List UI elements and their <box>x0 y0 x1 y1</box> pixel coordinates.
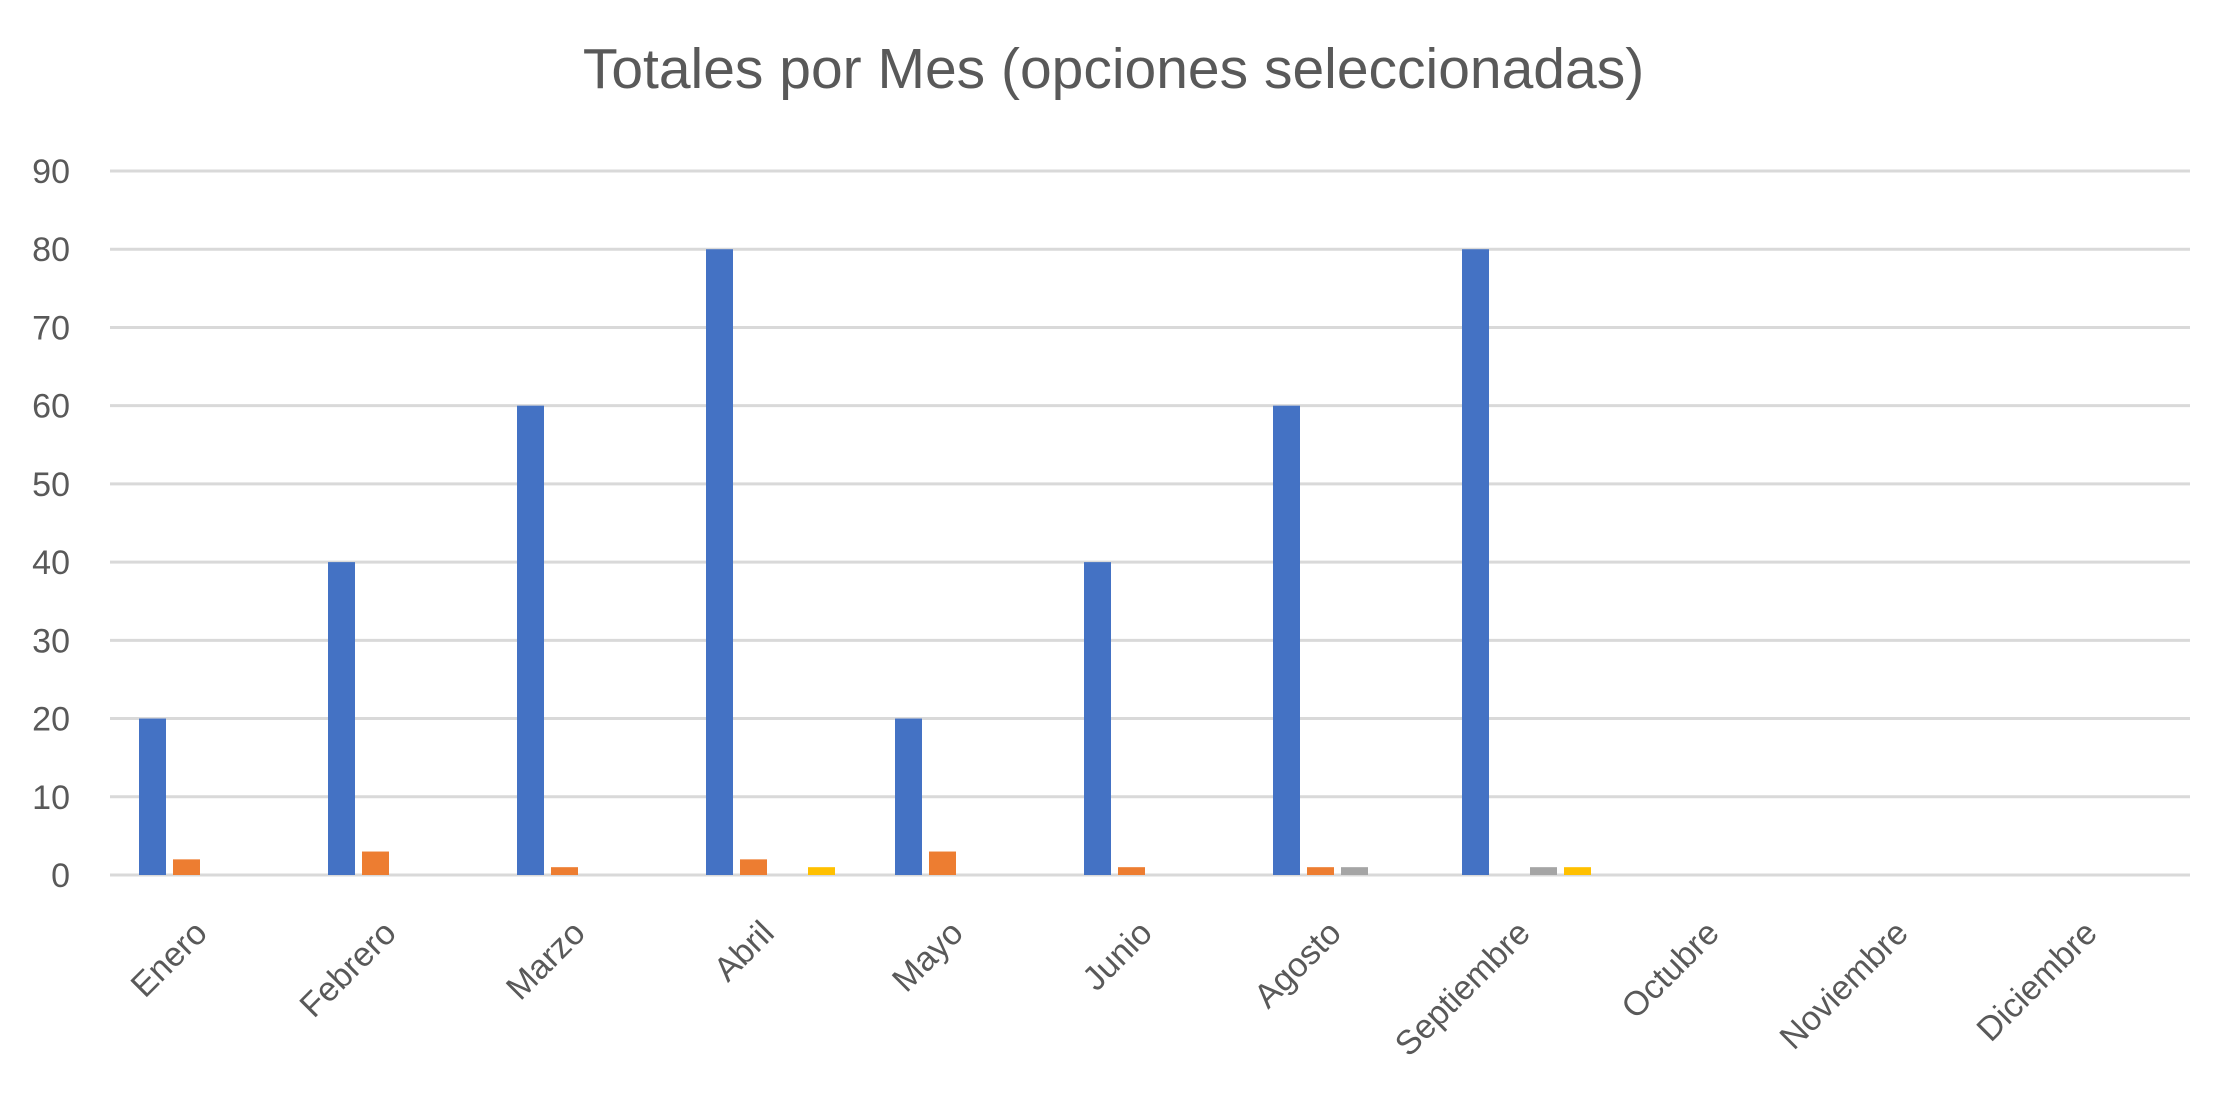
bar <box>1118 867 1145 875</box>
bar <box>1341 867 1368 875</box>
x-category-label: Noviembre <box>1773 914 1916 1057</box>
y-tick-label: 10 <box>32 779 70 817</box>
x-category-label: Marzo <box>499 914 593 1008</box>
bar <box>139 718 166 875</box>
y-tick-label: 40 <box>32 544 70 582</box>
chart-title: Totales por Mes (opciones seleccionadas) <box>582 37 1645 101</box>
y-tick-label: 20 <box>32 701 70 739</box>
y-tick-label: 30 <box>32 622 70 660</box>
bar <box>808 867 835 875</box>
x-category-label: Octubre <box>1614 914 1726 1026</box>
y-tick-label: 60 <box>32 388 70 426</box>
bars <box>139 249 1591 875</box>
bar <box>362 851 389 875</box>
bar <box>517 405 544 875</box>
bar <box>706 249 733 875</box>
gridlines <box>110 169 2190 877</box>
bar <box>173 859 200 875</box>
bar <box>1564 867 1591 875</box>
y-tick-label: 70 <box>32 309 70 347</box>
x-category-label: Enero <box>124 914 215 1005</box>
bar <box>740 859 767 875</box>
x-category-label: Febrero <box>293 914 404 1025</box>
bar <box>1307 867 1334 875</box>
y-tick-label: 80 <box>32 231 70 269</box>
x-category-label: Agosto <box>1247 914 1349 1016</box>
y-axis-ticks: 0 10 20 30 40 50 60 70 80 90 <box>32 153 70 895</box>
bar <box>895 718 922 875</box>
bar <box>1084 562 1111 875</box>
x-axis-labels: Enero Febrero Marzo Abril Mayo Junio Agosto Sep… <box>124 914 2105 1064</box>
x-category-label: Diciembre <box>1970 914 2105 1049</box>
bar <box>1462 249 1489 875</box>
bar <box>1273 405 1300 875</box>
y-tick-label: 0 <box>51 857 70 895</box>
bar <box>551 867 578 875</box>
bar <box>328 562 355 875</box>
y-tick-label: 90 <box>32 153 70 191</box>
bar <box>929 851 956 875</box>
x-category-label: Mayo <box>885 914 971 1000</box>
x-category-label: Abril <box>707 914 782 989</box>
x-category-label: Septiembre <box>1388 914 1538 1064</box>
y-tick-label: 50 <box>32 466 70 504</box>
bar <box>1530 867 1557 875</box>
x-category-label: Junio <box>1075 914 1159 998</box>
